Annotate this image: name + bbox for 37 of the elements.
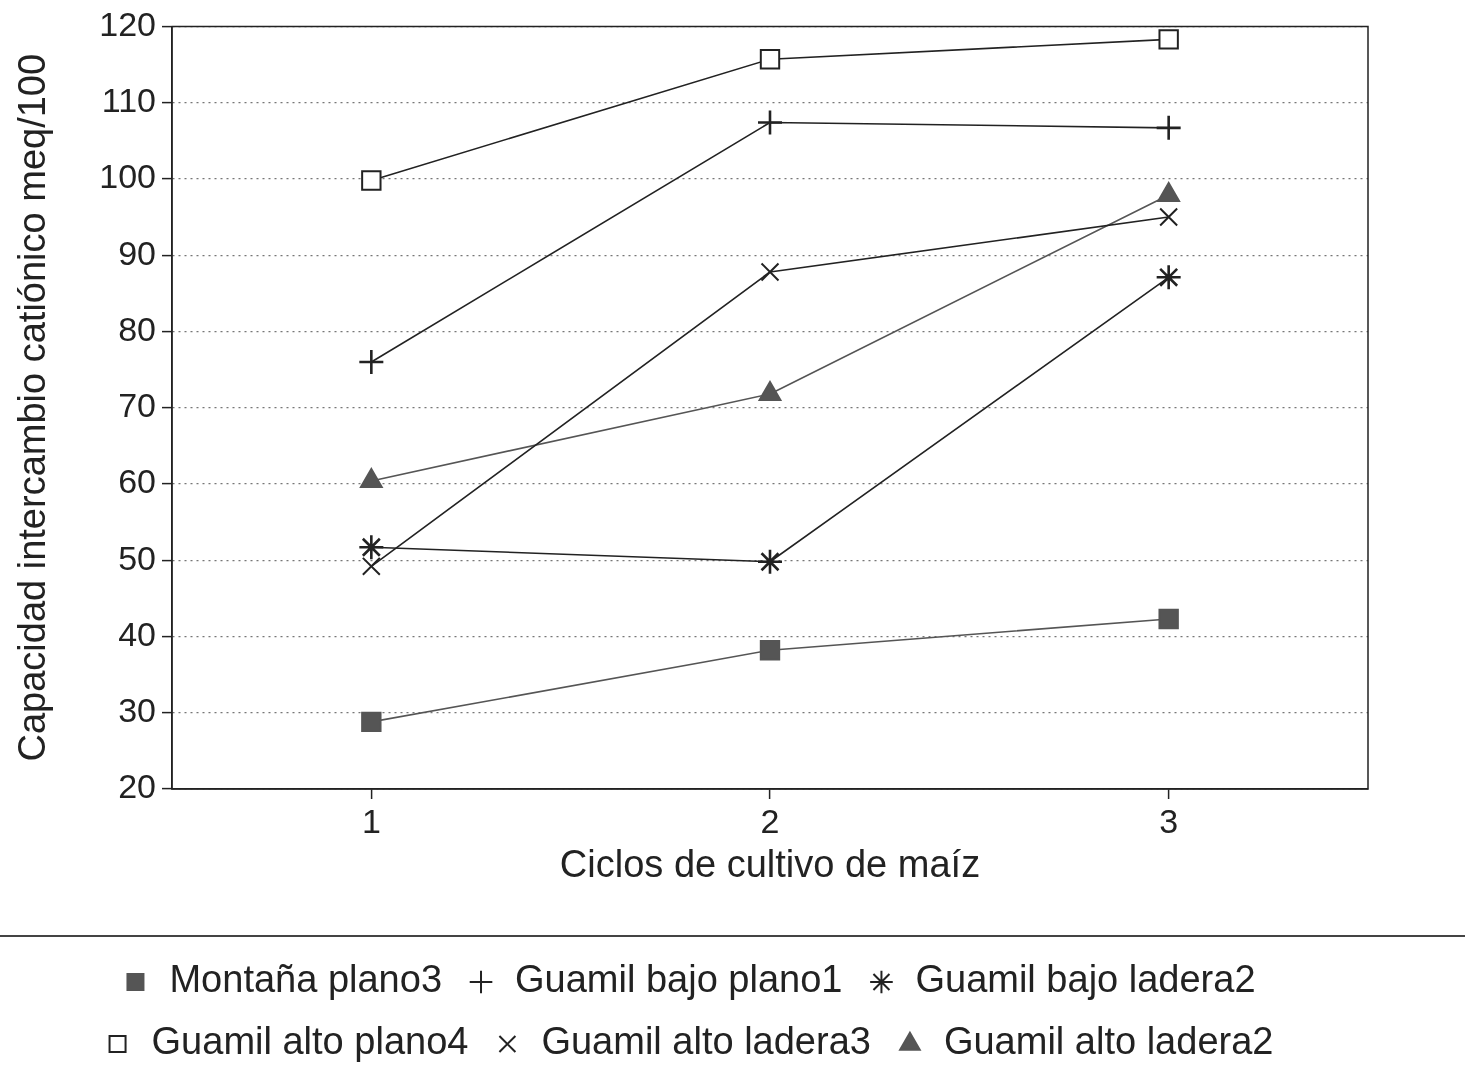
y-tick-label: 110 [101,81,156,120]
legend-label: Guamil bajo plano1 [515,958,843,1001]
y-tick-label: 80 [118,309,156,348]
point [759,49,781,70]
x-tick-label: 3 [1159,801,1179,840]
legend-label: Guamil alto plano4 [151,1020,469,1063]
point [1158,608,1179,630]
y-tick-label: 120 [99,4,156,43]
legend-label: Guamil alto ladera2 [943,1020,1274,1063]
y-tick-label: 40 [118,614,156,653]
x-axis-title: Ciclos de cultivo de maíz [559,842,981,885]
point [1159,207,1179,227]
point [359,349,384,374]
legend-label: Montaña plano3 [169,958,443,1001]
y-tick-label: 60 [118,462,156,501]
point [359,535,384,560]
y-tick-label: 90 [118,233,156,272]
y-tick-label: 30 [118,691,156,730]
point [1158,29,1179,50]
point [760,262,780,282]
y-tick-label: 50 [118,538,156,577]
point [361,170,382,191]
y-tick-label: 20 [118,767,156,806]
y-axis-title: Capacidad intercambio catiónico meq/100 [11,53,54,762]
legend-label: Guamil alto ladera3 [541,1020,871,1063]
point [758,549,782,574]
point [1156,115,1181,140]
x-tick-label: 1 [361,801,381,840]
y-tick-label: 70 [118,386,156,425]
y-tick-label: 100 [99,157,156,196]
point [361,711,382,733]
point [758,110,782,135]
point [1156,265,1181,290]
point [759,640,781,661]
point [361,556,381,576]
x-tick-label: 2 [760,801,780,840]
legend-label: Guamil bajo ladera2 [915,958,1256,1001]
